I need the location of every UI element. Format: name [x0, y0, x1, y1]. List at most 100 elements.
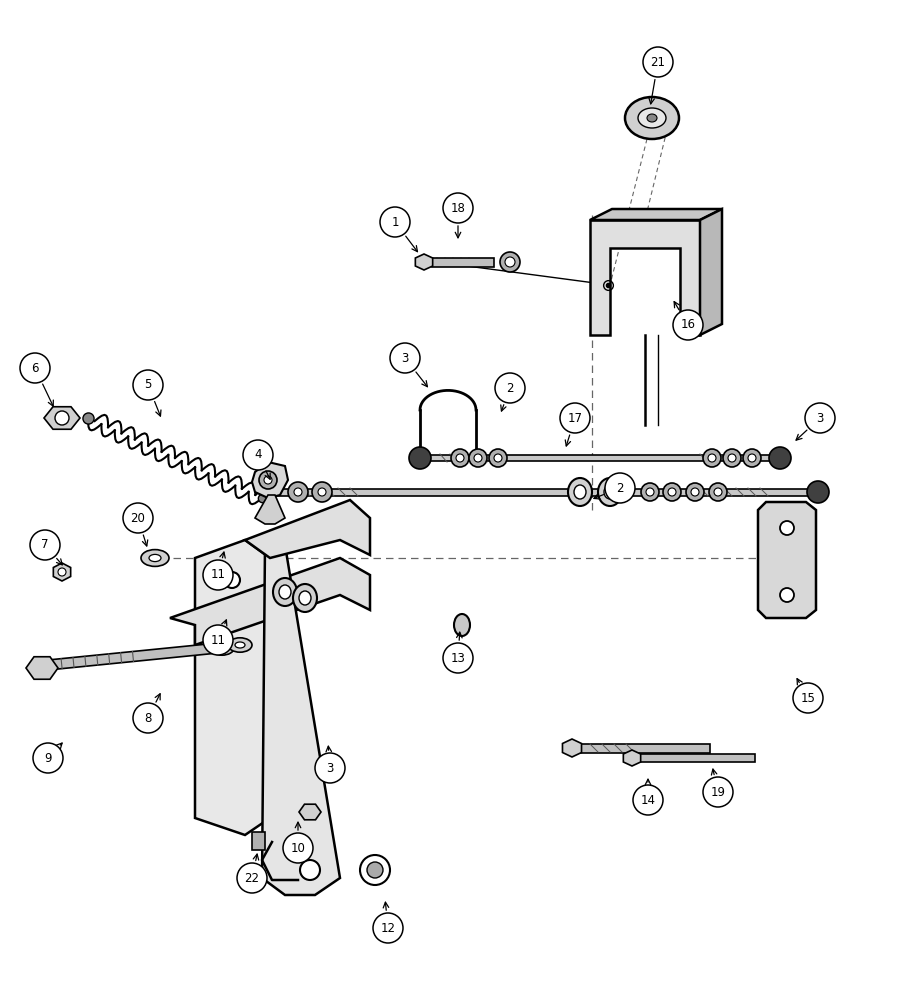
- Circle shape: [559, 403, 589, 433]
- Polygon shape: [420, 455, 779, 461]
- Circle shape: [768, 447, 790, 469]
- Circle shape: [722, 449, 740, 467]
- Circle shape: [702, 777, 732, 807]
- Circle shape: [642, 47, 672, 77]
- Ellipse shape: [228, 638, 251, 652]
- Circle shape: [702, 449, 721, 467]
- Circle shape: [708, 483, 726, 501]
- Ellipse shape: [279, 585, 291, 599]
- Circle shape: [123, 503, 153, 533]
- Text: 17: 17: [567, 412, 582, 424]
- Text: 12: 12: [380, 922, 395, 934]
- Ellipse shape: [235, 642, 245, 648]
- Circle shape: [662, 483, 681, 501]
- Circle shape: [685, 483, 703, 501]
- Ellipse shape: [603, 485, 615, 499]
- Circle shape: [20, 353, 50, 383]
- Ellipse shape: [624, 97, 679, 139]
- Text: 11: 11: [210, 568, 225, 582]
- Polygon shape: [432, 257, 494, 266]
- Polygon shape: [562, 739, 581, 757]
- Ellipse shape: [210, 641, 234, 655]
- Text: 6: 6: [31, 361, 38, 374]
- Text: 3: 3: [815, 412, 823, 424]
- Ellipse shape: [217, 645, 227, 651]
- Circle shape: [742, 449, 760, 467]
- Circle shape: [314, 753, 344, 783]
- Circle shape: [505, 257, 515, 267]
- Polygon shape: [26, 657, 58, 679]
- Polygon shape: [251, 832, 265, 850]
- Polygon shape: [195, 540, 270, 835]
- Text: 9: 9: [45, 752, 52, 764]
- Circle shape: [360, 855, 390, 885]
- Polygon shape: [622, 750, 640, 766]
- Text: 18: 18: [450, 202, 465, 215]
- Circle shape: [604, 473, 634, 503]
- Polygon shape: [47, 643, 219, 670]
- Text: 4: 4: [254, 448, 261, 462]
- Circle shape: [640, 483, 659, 501]
- Polygon shape: [251, 462, 288, 498]
- Circle shape: [133, 703, 163, 733]
- Text: 16: 16: [680, 318, 695, 332]
- Polygon shape: [579, 744, 710, 752]
- Circle shape: [707, 454, 715, 462]
- Circle shape: [793, 683, 822, 713]
- Ellipse shape: [454, 614, 469, 636]
- Text: 20: 20: [130, 512, 145, 524]
- Circle shape: [380, 207, 410, 237]
- Circle shape: [474, 454, 482, 462]
- Text: 15: 15: [800, 692, 814, 704]
- Circle shape: [672, 310, 702, 340]
- Circle shape: [747, 454, 755, 462]
- Text: 22: 22: [244, 871, 260, 884]
- Ellipse shape: [573, 485, 586, 499]
- Circle shape: [293, 488, 302, 496]
- Circle shape: [499, 252, 519, 272]
- Circle shape: [408, 447, 431, 469]
- Ellipse shape: [141, 550, 169, 566]
- Circle shape: [318, 488, 325, 496]
- Text: 11: 11: [210, 634, 225, 647]
- Circle shape: [263, 476, 271, 484]
- Circle shape: [456, 454, 464, 462]
- Text: 2: 2: [506, 381, 513, 394]
- Circle shape: [133, 370, 163, 400]
- Circle shape: [468, 449, 486, 467]
- Ellipse shape: [598, 478, 621, 506]
- Text: 5: 5: [144, 378, 151, 391]
- Circle shape: [312, 482, 332, 502]
- Circle shape: [495, 373, 525, 403]
- Ellipse shape: [568, 478, 591, 506]
- Circle shape: [779, 588, 793, 602]
- Polygon shape: [640, 754, 754, 762]
- Circle shape: [58, 568, 66, 576]
- Circle shape: [779, 521, 793, 535]
- Text: 2: 2: [616, 482, 623, 494]
- Circle shape: [33, 743, 63, 773]
- Circle shape: [390, 343, 420, 373]
- Text: 13: 13: [450, 652, 465, 664]
- Circle shape: [727, 454, 735, 462]
- Polygon shape: [255, 495, 284, 524]
- Polygon shape: [415, 254, 432, 270]
- Polygon shape: [53, 563, 70, 581]
- Polygon shape: [169, 558, 370, 645]
- Polygon shape: [271, 488, 817, 495]
- Circle shape: [691, 488, 698, 496]
- Circle shape: [203, 625, 232, 655]
- Circle shape: [203, 560, 232, 590]
- Circle shape: [443, 643, 473, 673]
- Text: 21: 21: [650, 55, 665, 68]
- Circle shape: [373, 913, 403, 943]
- Circle shape: [259, 471, 277, 489]
- Text: 3: 3: [401, 352, 408, 364]
- Circle shape: [806, 481, 828, 503]
- Circle shape: [55, 411, 69, 425]
- Ellipse shape: [148, 554, 161, 562]
- Circle shape: [366, 862, 383, 878]
- Circle shape: [804, 403, 834, 433]
- Circle shape: [30, 530, 60, 560]
- Ellipse shape: [292, 584, 317, 612]
